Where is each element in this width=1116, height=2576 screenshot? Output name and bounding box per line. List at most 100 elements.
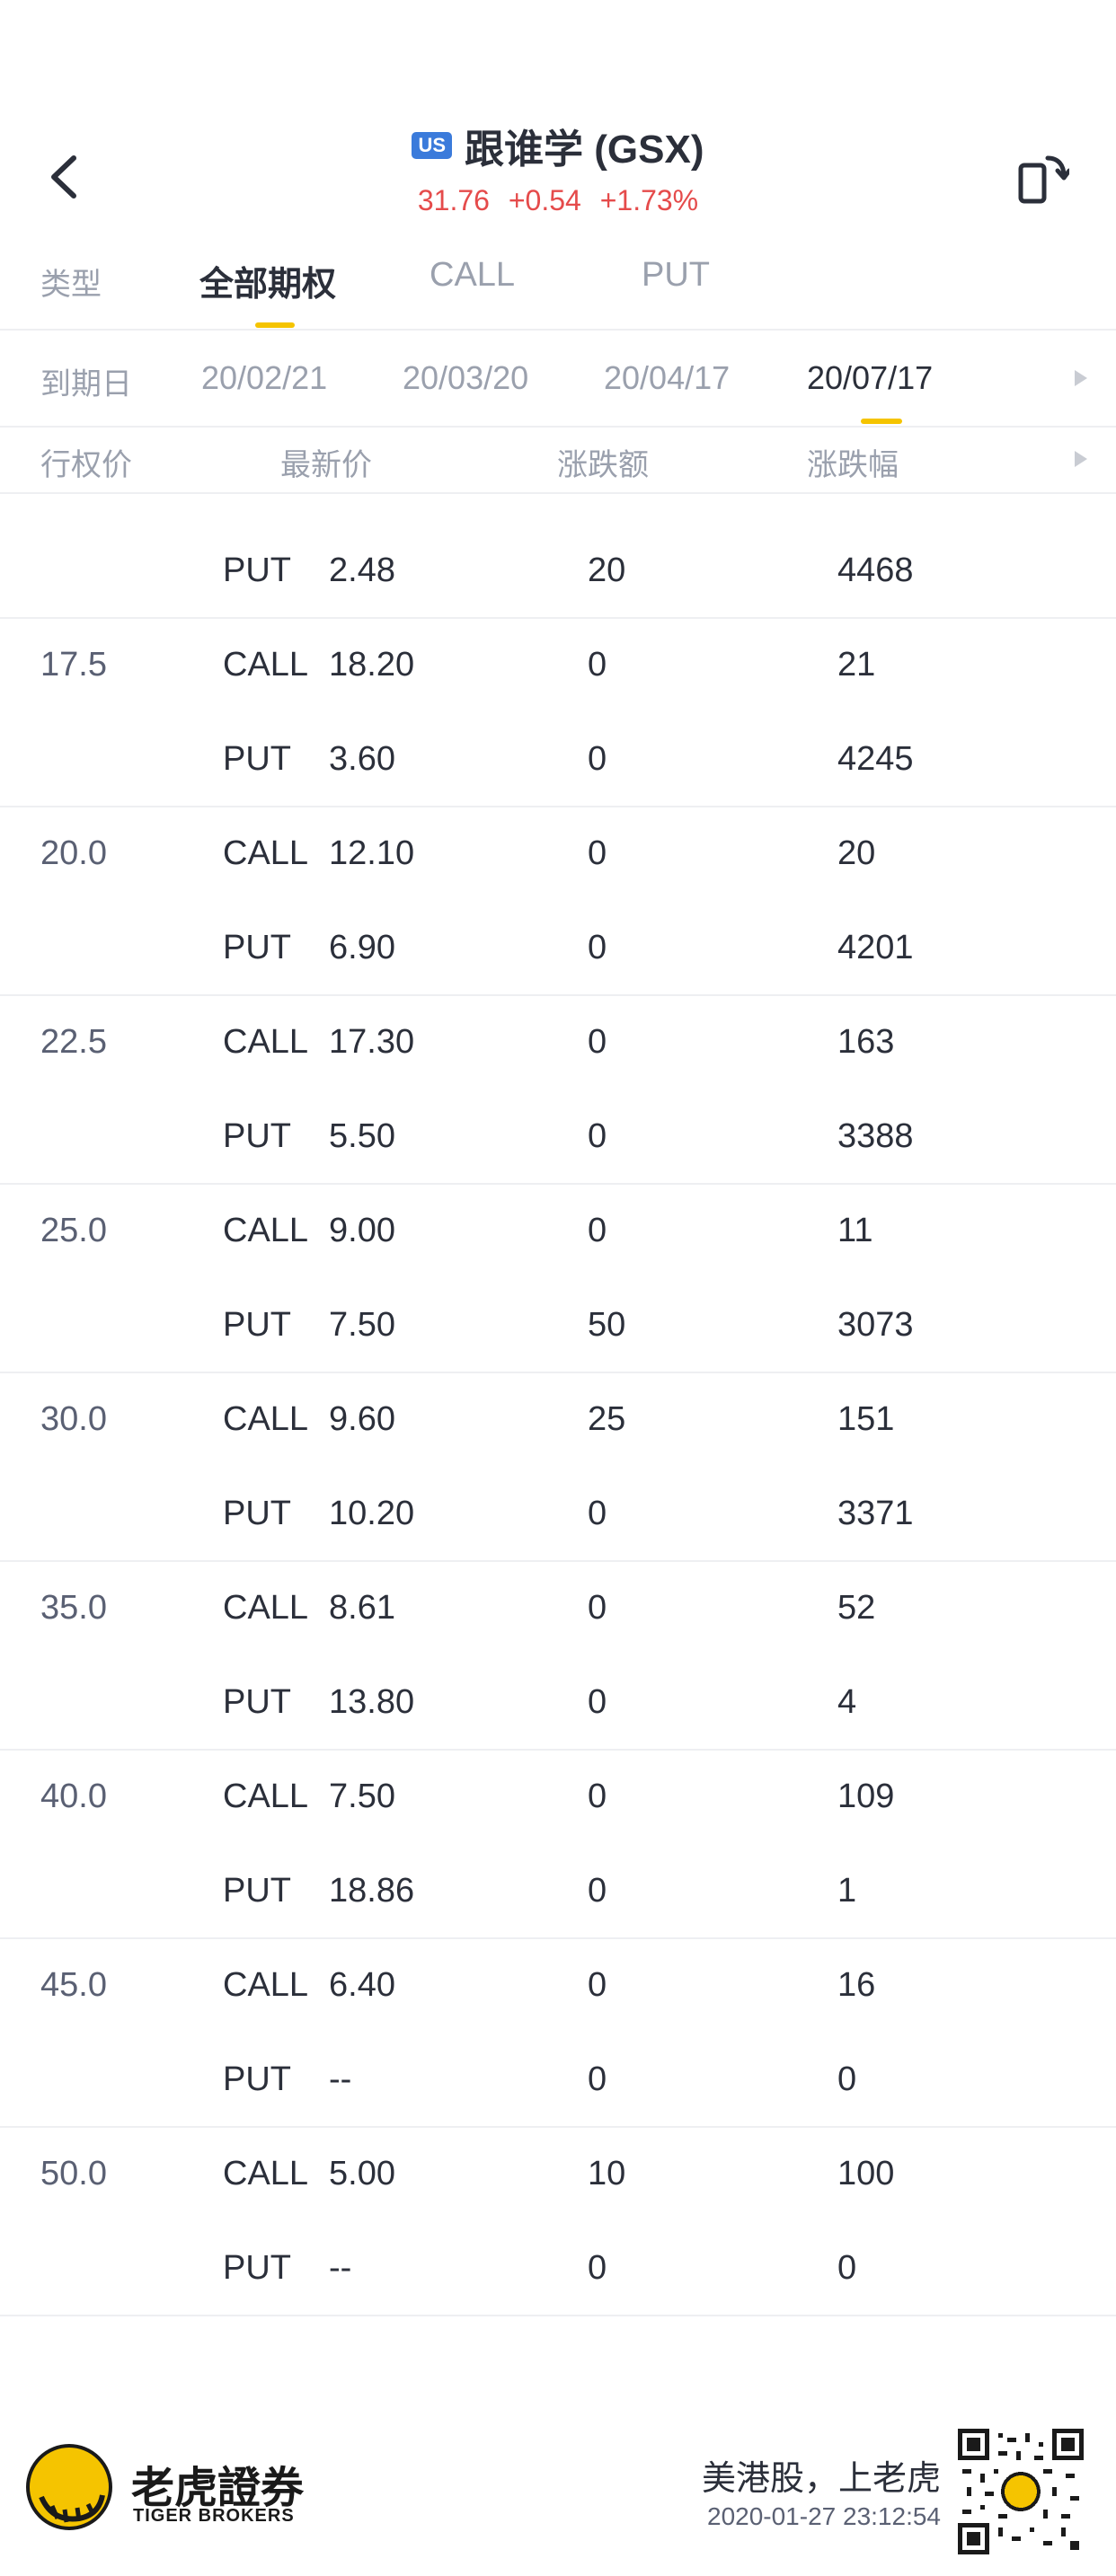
option-row[interactable]: PUT 10.20 0 3371 — [0, 1468, 1116, 1562]
col-last-price: 最新价 — [280, 448, 372, 482]
options-table: PUT 2.48 20 4468 17.5 CALL 18.20 0 21 PUT 3.60 0 424… — [0, 492, 1116, 2333]
back-arrow-icon[interactable] — [47, 154, 83, 199]
last-price-cell: 3.60 — [329, 740, 395, 778]
change-cell: 0 — [588, 740, 607, 778]
option-row[interactable]: PUT 5.50 0 3388 — [0, 1090, 1116, 1185]
option-row[interactable]: PUT 13.80 0 4 — [0, 1656, 1116, 1751]
change-pct-cell: 0 — [837, 2060, 857, 2098]
option-row[interactable]: PUT 18.86 0 1 — [0, 1845, 1116, 1939]
columns-scroll-right-icon[interactable] — [1075, 451, 1087, 467]
option-row[interactable]: PUT 7.50 50 3073 — [0, 1279, 1116, 1373]
option-type: PUT — [223, 1683, 291, 1721]
last-price-cell: 2.48 — [329, 551, 395, 589]
option-type: PUT — [223, 740, 291, 778]
change-cell: 0 — [588, 646, 607, 684]
last-price: 31.76 — [417, 184, 490, 216]
scroll-right-icon[interactable] — [1075, 370, 1087, 386]
change-pct-cell: 4201 — [837, 929, 914, 966]
last-price-cell: -- — [329, 2249, 352, 2287]
tiger-logo-icon — [26, 2444, 112, 2530]
option-type: CALL — [223, 1966, 309, 2004]
strike-price: 22.5 — [40, 1023, 107, 1061]
strike-price: 30.0 — [40, 1400, 107, 1438]
last-price-cell: -- — [329, 2060, 352, 2098]
expiry-label: 到期日 — [40, 367, 132, 401]
qr-code-icon — [958, 2429, 1084, 2554]
option-row[interactable]: PUT -- 0 0 — [0, 2222, 1116, 2316]
option-row[interactable]: PUT 2.48 20 4468 — [0, 525, 1116, 619]
change-pct-cell: 100 — [837, 2155, 895, 2192]
expiry-date-3[interactable]: 20/04/17 — [604, 359, 731, 396]
change-pct-cell: 1 — [837, 1872, 857, 1910]
tab-call[interactable]: CALL — [430, 256, 516, 294]
change-pct-cell: 4468 — [837, 551, 914, 589]
price-change: +0.54 — [508, 184, 581, 216]
expiry-date-2[interactable]: 20/03/20 — [403, 359, 529, 396]
option-row[interactable]: 45.0 CALL 6.40 0 16 — [0, 1939, 1116, 2033]
change-pct-cell: 20 — [837, 834, 876, 872]
last-price-cell: 5.00 — [329, 2155, 395, 2192]
option-row[interactable]: 17.5 CALL 18.20 0 21 — [0, 619, 1116, 713]
col-strike: 行权价 — [40, 448, 132, 482]
row-divider — [0, 1560, 1116, 1562]
option-type-tabs: 类型 全部期权 CALL PUT — [0, 256, 1116, 328]
change-cell: 0 — [588, 1589, 607, 1627]
change-pct-cell: 4 — [837, 1683, 857, 1721]
option-type: CALL — [223, 1400, 309, 1438]
strike-price: 45.0 — [40, 1966, 107, 2004]
option-row[interactable]: PUT -- 0 0 — [0, 2033, 1116, 2128]
change-pct-cell: 151 — [837, 1400, 895, 1438]
change-pct-cell: 52 — [837, 1589, 876, 1627]
expiry-date-1[interactable]: 20/02/21 — [201, 359, 328, 396]
last-price-cell: 10.20 — [329, 1495, 415, 1532]
option-row[interactable]: 35.0 CALL 8.61 0 52 — [0, 1562, 1116, 1656]
change-cell: 50 — [588, 1306, 626, 1344]
column-header: 行权价 最新价 涨跌额 涨跌幅 — [0, 429, 1116, 492]
option-row[interactable]: 40.0 CALL 7.50 0 109 — [0, 1751, 1116, 1845]
expiry-date-4[interactable]: 20/07/17 — [807, 359, 934, 396]
change-cell: 25 — [588, 1400, 626, 1438]
change-cell: 20 — [588, 551, 626, 589]
change-pct-cell: 3073 — [837, 1306, 914, 1344]
option-type: CALL — [223, 1589, 309, 1627]
change-pct-cell: 11 — [837, 1212, 873, 1249]
change-pct-cell: 0 — [837, 2249, 857, 2287]
change-cell: 0 — [588, 2249, 607, 2287]
row-divider — [0, 2126, 1116, 2128]
change-pct-cell: 163 — [837, 1023, 895, 1061]
strike-price: 17.5 — [40, 646, 107, 684]
option-row[interactable]: PUT 3.60 0 4245 — [0, 713, 1116, 807]
last-price-cell: 6.40 — [329, 1966, 395, 2004]
option-row[interactable]: 20.0 CALL 12.10 0 20 — [0, 807, 1116, 902]
row-divider — [0, 2315, 1116, 2316]
option-type: PUT — [223, 1306, 291, 1344]
change-cell: 0 — [588, 1117, 607, 1155]
option-row[interactable]: 50.0 CALL 5.00 10 100 — [0, 2128, 1116, 2222]
last-price-cell: 18.86 — [329, 1872, 415, 1910]
rotate-screen-icon[interactable] — [1017, 153, 1069, 205]
strike-price: 35.0 — [40, 1589, 107, 1627]
option-type: PUT — [223, 1117, 291, 1155]
timestamp: 2020-01-27 23:12:54 — [707, 2502, 941, 2530]
change-pct-cell: 4245 — [837, 740, 914, 778]
last-price-cell: 18.20 — [329, 646, 415, 684]
option-row[interactable]: 22.5 CALL 17.30 0 163 — [0, 996, 1116, 1090]
change-cell: 0 — [588, 1495, 607, 1532]
option-row[interactable]: PUT 6.90 0 4201 — [0, 902, 1116, 996]
tab-put[interactable]: PUT — [642, 256, 710, 294]
strike-price: 40.0 — [40, 1778, 107, 1815]
tab-active-indicator — [255, 322, 295, 328]
change-pct-cell: 21 — [837, 646, 876, 684]
change-cell: 0 — [588, 1212, 607, 1249]
footer: 老虎證券 TIGER BROKERS 美港股，上老虎 2020-01-27 23… — [0, 2407, 1116, 2576]
divider — [0, 329, 1116, 331]
change-pct-cell: 109 — [837, 1778, 895, 1815]
option-row[interactable]: 30.0 CALL 9.60 25 151 — [0, 1373, 1116, 1468]
change-pct-cell: 3388 — [837, 1117, 914, 1155]
divider — [0, 492, 1116, 494]
last-price-cell: 9.60 — [329, 1400, 395, 1438]
row-divider — [0, 994, 1116, 996]
tab-all-options[interactable]: 全部期权 — [199, 266, 337, 304]
option-row[interactable]: 25.0 CALL 9.00 0 11 — [0, 1185, 1116, 1279]
title-wrap: US 跟谁学 (GSX) — [0, 117, 1116, 174]
